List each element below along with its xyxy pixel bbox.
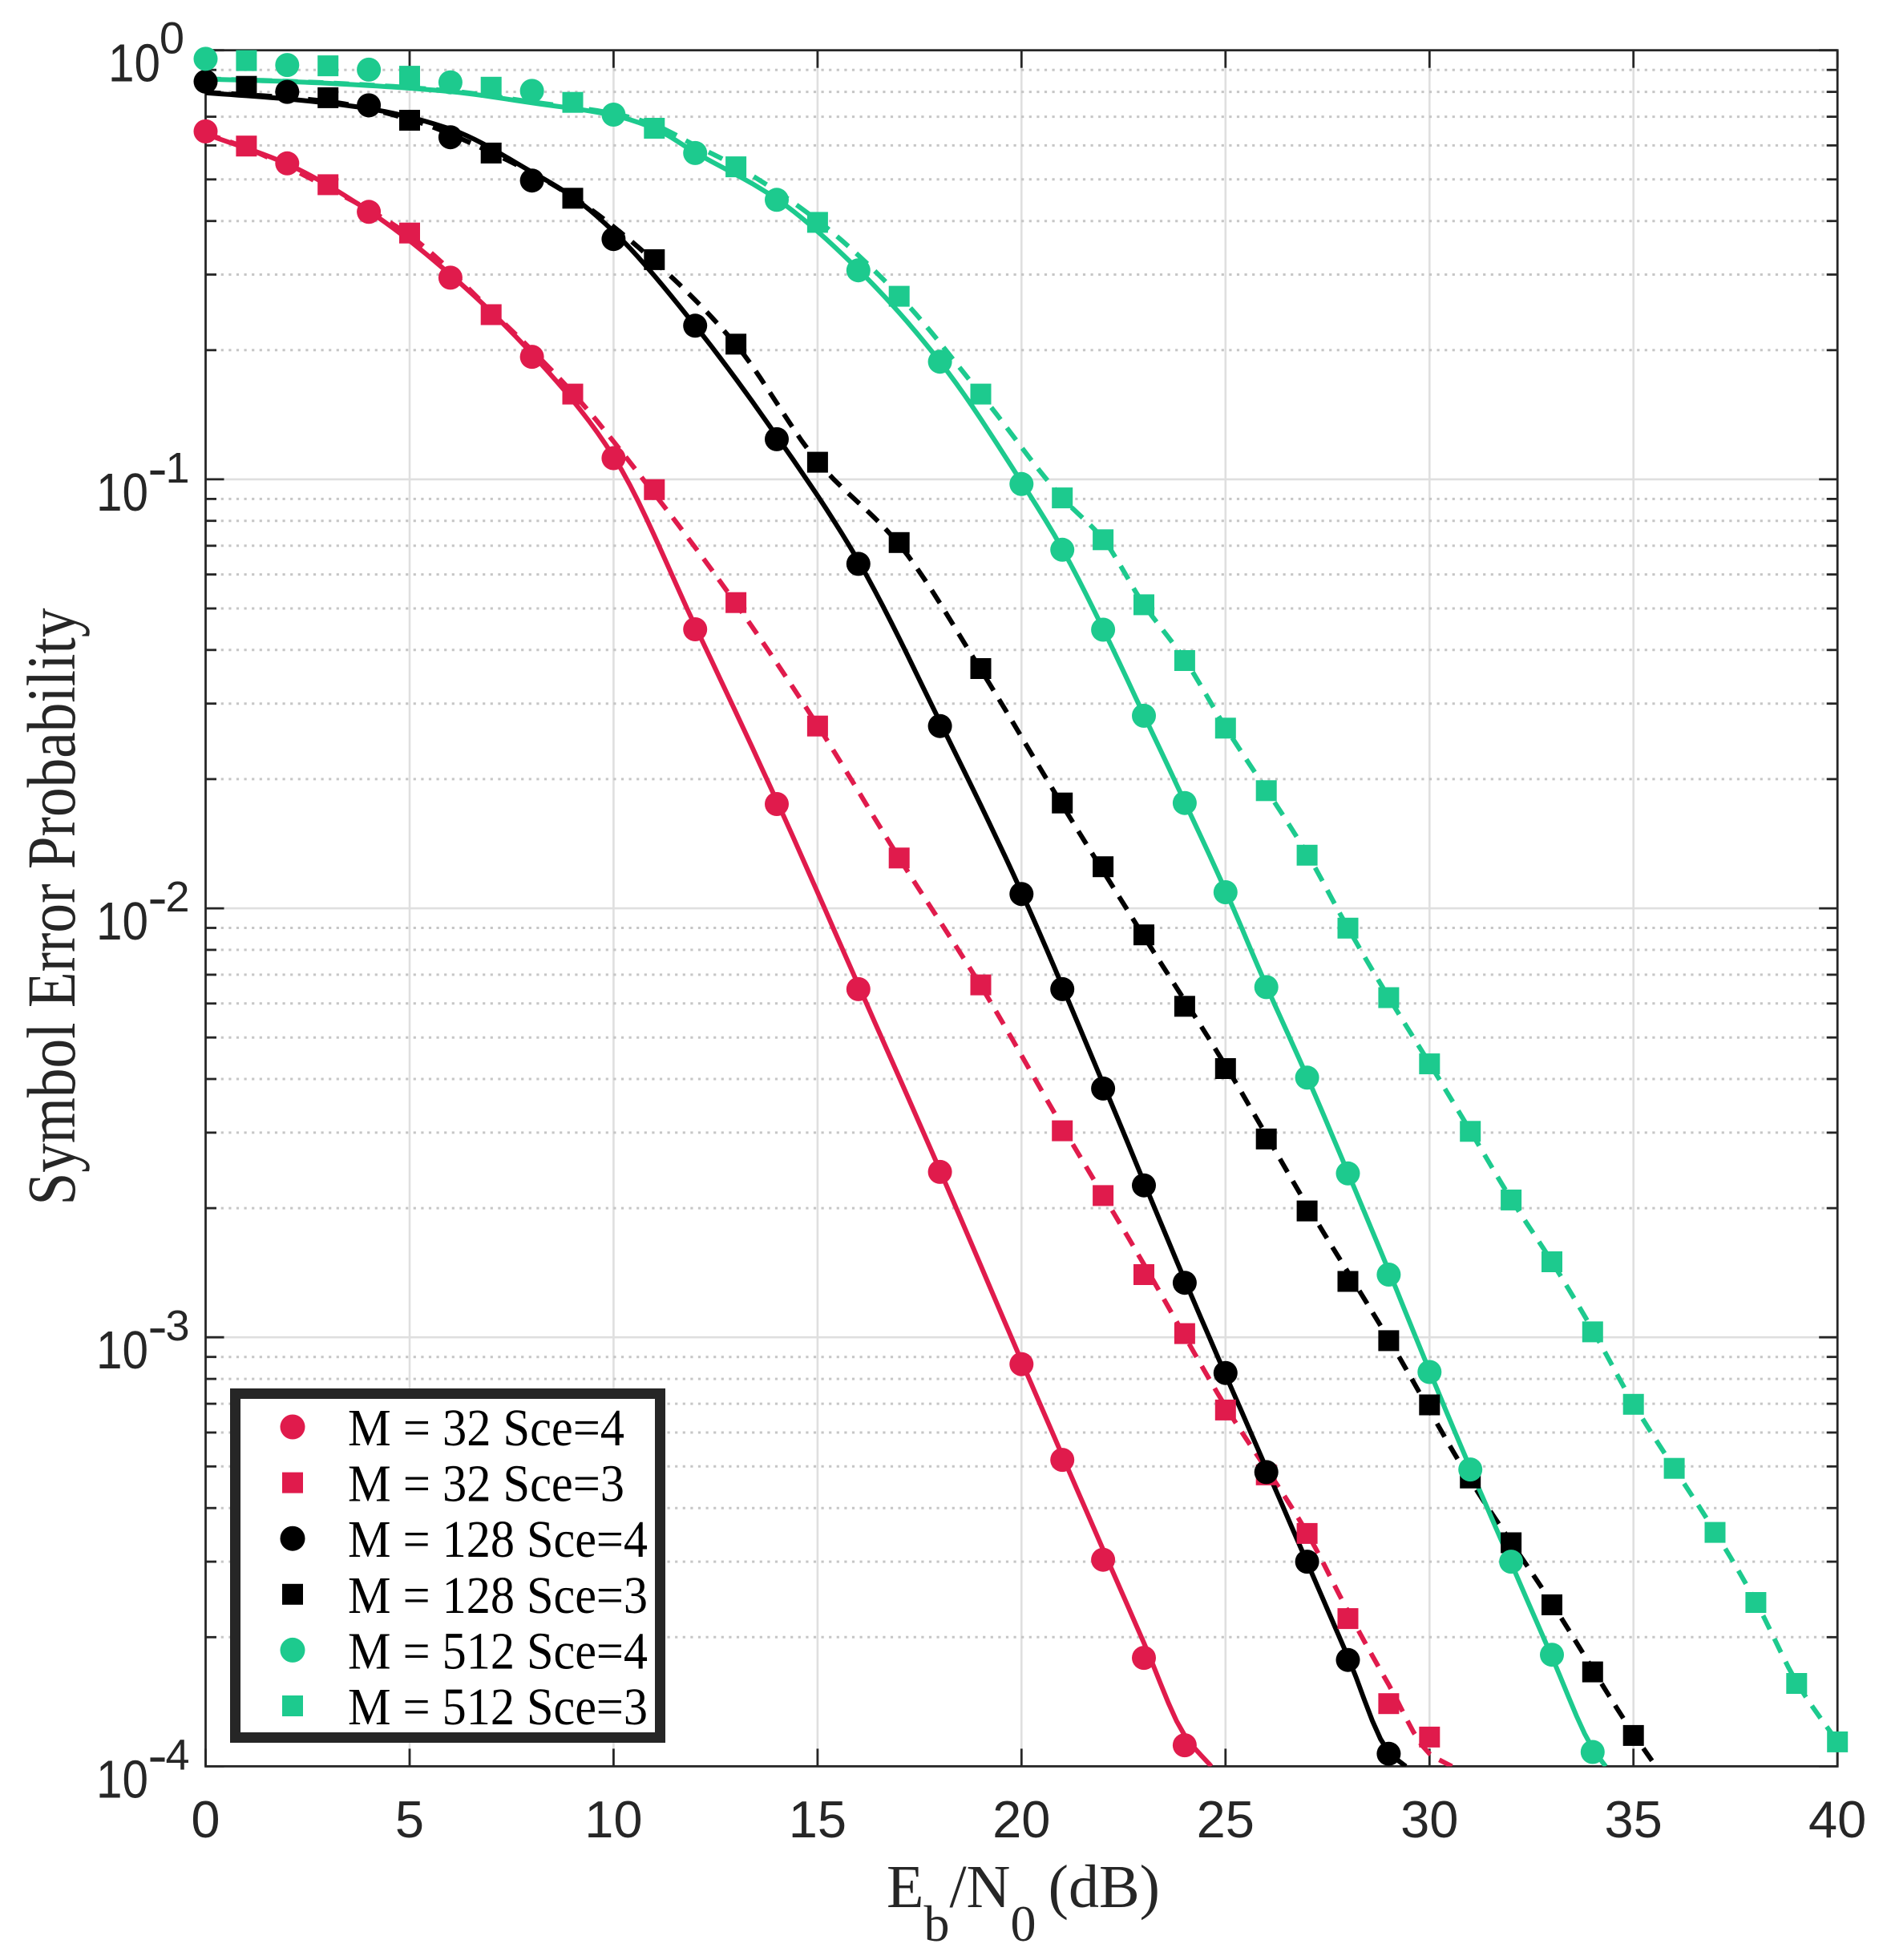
svg-text:10: 10	[96, 1749, 148, 1809]
svg-text:5: 5	[395, 1790, 424, 1849]
svg-text:10: 10	[96, 891, 148, 952]
svg-text:4: 4	[166, 1731, 190, 1779]
svg-text:10: 10	[96, 463, 148, 523]
svg-text:35: 35	[1605, 1790, 1663, 1849]
svg-text:25: 25	[1197, 1790, 1255, 1849]
svg-text:M = 128 Sce=3: M = 128 Sce=3	[348, 1566, 648, 1625]
svg-text:10: 10	[108, 34, 160, 94]
svg-text:10: 10	[96, 1320, 148, 1380]
svg-text:M = 512 Sce=4: M = 512 Sce=4	[348, 1622, 648, 1680]
svg-text:M = 128 Sce=4: M = 128 Sce=4	[348, 1510, 648, 1569]
svg-text:30: 30	[1400, 1790, 1458, 1849]
svg-text:1: 1	[166, 444, 190, 492]
svg-text:3: 3	[166, 1302, 190, 1350]
svg-text:40: 40	[1808, 1790, 1866, 1849]
svg-text:M = 32 Sce=4: M = 32 Sce=4	[348, 1399, 624, 1457]
svg-text:2: 2	[166, 873, 190, 921]
svg-text:M = 512 Sce=3: M = 512 Sce=3	[348, 1678, 648, 1736]
svg-text:Eb/N0 (dB): Eb/N0 (dB)	[887, 1853, 1160, 1952]
svg-text:0: 0	[191, 1790, 220, 1849]
svg-text:Symbol Error Probability: Symbol Error Probability	[13, 608, 90, 1206]
svg-text:20: 20	[992, 1790, 1050, 1849]
svg-text:10: 10	[584, 1790, 642, 1849]
svg-text:15: 15	[789, 1790, 847, 1849]
svg-text:0: 0	[160, 13, 184, 63]
svg-text:M = 32 Sce=3: M = 32 Sce=3	[348, 1455, 624, 1513]
